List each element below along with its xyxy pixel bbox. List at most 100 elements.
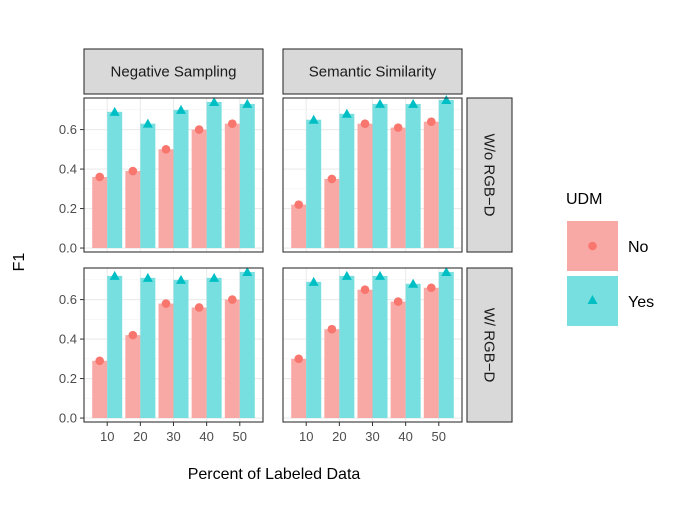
- point-no: [161, 145, 171, 154]
- bar-no: [390, 127, 406, 249]
- point-no: [360, 119, 370, 128]
- bar-no: [390, 301, 406, 419]
- y-axis-title: F1: [11, 253, 28, 272]
- strip-background: [466, 97, 513, 253]
- bar-yes: [239, 271, 255, 419]
- bar-yes: [339, 275, 355, 419]
- bar-no: [423, 121, 439, 249]
- panel-1-0: [83, 266, 264, 423]
- point-yes: [441, 94, 452, 104]
- bar-yes: [306, 281, 322, 419]
- point-yes: [375, 270, 385, 280]
- point-no: [327, 174, 337, 184]
- legend: UDM No Yes: [566, 191, 654, 326]
- bar-no: [125, 171, 141, 249]
- bar-yes: [107, 275, 123, 419]
- point-no: [161, 299, 171, 308]
- bar-no: [158, 303, 174, 419]
- bar-yes: [372, 275, 388, 419]
- point-yes: [109, 106, 120, 116]
- x-tick-label: 20: [133, 429, 147, 444]
- point-no: [294, 200, 304, 209]
- bar-yes: [239, 103, 255, 249]
- bar-yes: [405, 103, 421, 249]
- x-tick-label: 30: [365, 429, 379, 444]
- point-no: [360, 285, 370, 295]
- panel-0-1: [282, 94, 463, 253]
- bar-no: [224, 123, 240, 249]
- strip-background: [466, 267, 513, 423]
- bar-yes: [173, 109, 189, 249]
- bar-yes: [306, 119, 322, 249]
- strip-background: [282, 48, 463, 95]
- point-yes: [109, 270, 120, 280]
- panels-layer: [83, 94, 463, 423]
- bar-no: [125, 335, 141, 419]
- col-facet-label: Negative Sampling: [111, 64, 237, 81]
- point-yes: [242, 266, 253, 276]
- panel-1-1: [282, 266, 463, 423]
- x-tick-label: 40: [199, 429, 213, 444]
- panel-border: [282, 97, 463, 253]
- x-tick-label: 50: [233, 429, 247, 444]
- bar-no: [158, 149, 174, 249]
- bar-no: [191, 307, 207, 419]
- y-tick-label: 0.0: [59, 411, 77, 426]
- point-yes: [308, 276, 319, 286]
- point-yes: [209, 272, 220, 282]
- y-tick-label: 0.4: [59, 162, 77, 177]
- legend-point-no: [588, 241, 597, 251]
- point-yes: [176, 104, 186, 114]
- bar-yes: [206, 277, 222, 419]
- point-no: [95, 172, 105, 182]
- point-no: [227, 295, 237, 304]
- point-no: [128, 166, 138, 176]
- bar-yes: [438, 271, 454, 419]
- x-axis-title: Percent of Labeled Data: [188, 466, 361, 483]
- strip-background: [83, 48, 264, 95]
- panel-border: [83, 97, 264, 253]
- y-tick-label: 0.2: [59, 371, 77, 386]
- point-no: [194, 303, 204, 312]
- point-no: [128, 330, 138, 340]
- bar-no: [92, 360, 108, 419]
- bar-no: [291, 358, 307, 419]
- point-yes: [408, 98, 419, 108]
- point-no: [95, 356, 105, 366]
- bar-yes: [140, 123, 156, 249]
- legend-label-no: No: [628, 239, 649, 256]
- bar-no: [291, 204, 307, 249]
- bar-yes: [206, 101, 222, 249]
- x-tick-label: 20: [332, 429, 346, 444]
- row-strip-0: W/o RGB−D: [466, 97, 513, 253]
- point-no: [194, 125, 204, 134]
- point-no: [327, 324, 337, 334]
- row-facet-label: W/ RGB−D: [481, 308, 498, 383]
- point-no: [294, 354, 304, 364]
- x-tick-label: 50: [432, 429, 446, 444]
- x-tick-label: 10: [299, 429, 313, 444]
- y-tick-label: 0.0: [59, 241, 77, 256]
- bar-yes: [405, 283, 421, 419]
- strips-layer: Negative Sampling Semantic Similarity W/o …: [83, 48, 513, 423]
- point-yes: [408, 278, 419, 288]
- point-no: [426, 117, 436, 126]
- bar-no: [357, 289, 373, 419]
- col-strip-0: Negative Sampling: [83, 48, 264, 95]
- col-facet-label: Semantic Similarity: [309, 64, 437, 81]
- point-yes: [176, 274, 186, 284]
- point-yes: [441, 266, 452, 276]
- panel-0-0: [83, 96, 264, 253]
- legend-label-yes: Yes: [628, 294, 654, 311]
- point-no: [393, 123, 403, 132]
- bar-no: [423, 287, 439, 419]
- bar-yes: [173, 279, 189, 419]
- y-tick-label: 0.6: [59, 292, 77, 307]
- point-yes: [308, 114, 319, 124]
- point-yes: [341, 108, 352, 118]
- x-tick-label: 30: [166, 429, 180, 444]
- x-tick-label: 40: [398, 429, 412, 444]
- point-no: [426, 283, 436, 293]
- legend-point-yes: [587, 295, 598, 304]
